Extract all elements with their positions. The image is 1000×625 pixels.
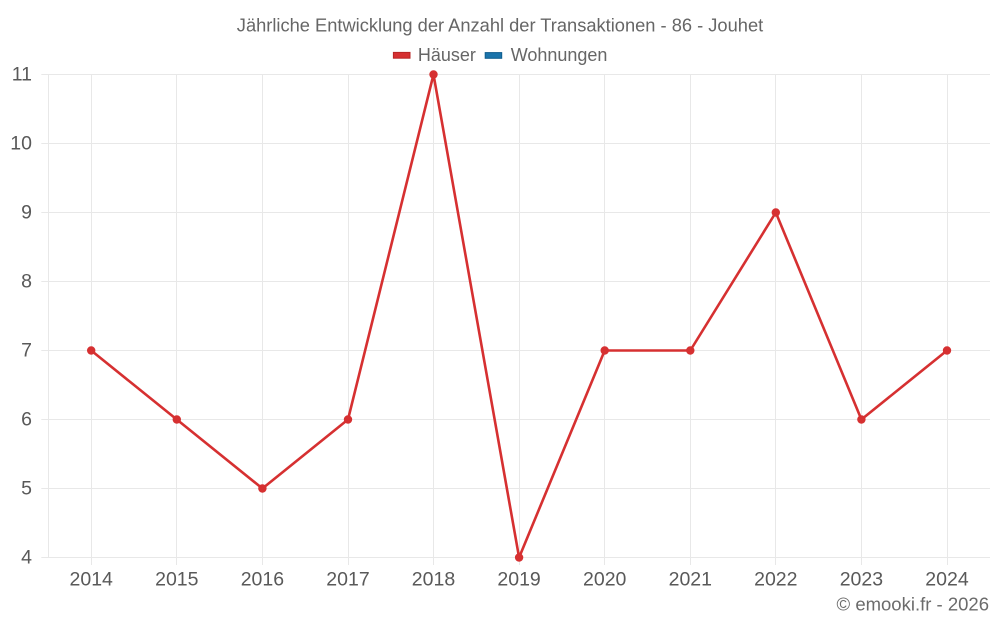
svg-text:Häuser: Häuser <box>418 45 476 65</box>
svg-text:Wohnungen: Wohnungen <box>511 45 608 65</box>
svg-text:2024: 2024 <box>925 569 969 591</box>
svg-text:8: 8 <box>21 271 32 293</box>
svg-text:11: 11 <box>12 64 32 86</box>
svg-text:2020: 2020 <box>583 569 627 591</box>
svg-text:© emooki.fr - 2026: © emooki.fr - 2026 <box>837 594 989 615</box>
svg-text:2019: 2019 <box>497 569 540 591</box>
svg-text:2018: 2018 <box>412 569 455 591</box>
svg-text:2021: 2021 <box>669 569 712 591</box>
svg-text:2014: 2014 <box>70 569 114 591</box>
svg-text:2023: 2023 <box>840 569 883 591</box>
svg-text:2017: 2017 <box>326 569 369 591</box>
svg-text:2016: 2016 <box>241 569 284 591</box>
svg-text:2015: 2015 <box>155 569 199 591</box>
svg-text:6: 6 <box>21 409 32 431</box>
svg-text:4: 4 <box>21 547 32 569</box>
svg-text:9: 9 <box>21 202 32 224</box>
svg-text:10: 10 <box>10 133 32 155</box>
svg-text:Jährliche Entwicklung der Anza: Jährliche Entwicklung der Anzahl der Tra… <box>237 14 763 35</box>
svg-text:5: 5 <box>21 478 32 500</box>
svg-text:7: 7 <box>21 340 32 362</box>
svg-text:2022: 2022 <box>754 569 797 591</box>
